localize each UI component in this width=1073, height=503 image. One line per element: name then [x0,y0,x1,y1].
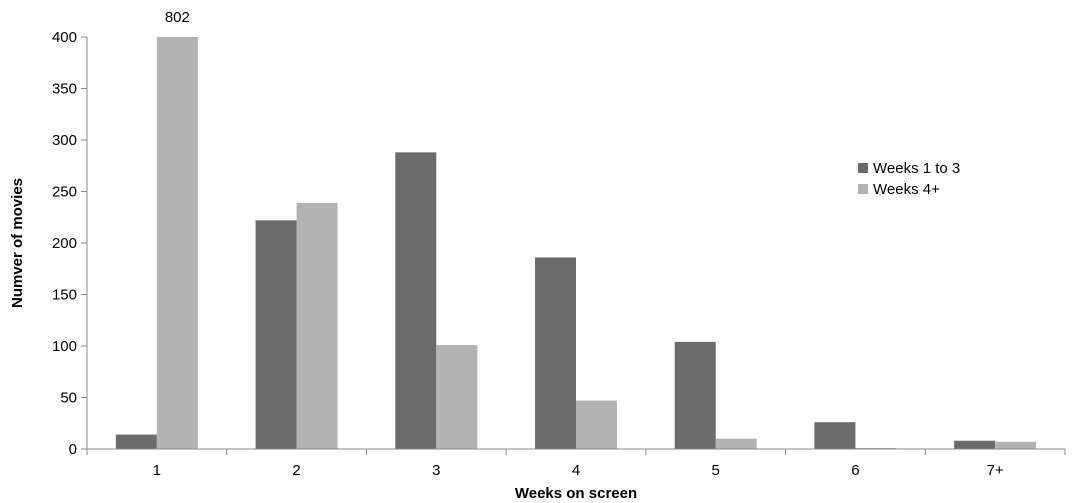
x-axis-title: Weeks on screen [515,485,637,502]
x-tick-label: 6 [851,462,859,479]
x-tick-label: 1 [153,462,161,479]
bars-group [115,37,1037,450]
legend-swatch-weeks-1-to-3 [858,163,868,173]
x-tick-label: 4 [572,462,580,479]
y-tick-label: 0 [69,441,77,458]
bar-weeks-1-to-3-5 [674,341,716,449]
bar-weeks-4-5 [715,438,757,449]
y-tick-label: 300 [52,132,77,149]
bar-weeks-1-to-3-3 [395,152,437,450]
x-tick-label: 2 [292,462,300,479]
bar-weeks-4-6 [855,447,897,449]
legend-swatch-weeks-4 [858,184,868,194]
legend: Weeks 1 to 3 Weeks 4+ [858,160,960,198]
x-tick-label: 5 [712,462,720,479]
legend-label-weeks-4: Weeks 4+ [873,181,940,198]
y-tick-label: 150 [52,287,77,304]
bar-weeks-1-to-3-6 [814,422,856,449]
bar-weeks-1-to-3-1 [115,434,157,449]
bar-weeks-4-4 [576,400,617,449]
legend-label-weeks-1-to-3: Weeks 1 to 3 [873,160,960,177]
y-tick-label: 100 [52,338,77,355]
y-axis-title: Numver of movies [9,178,26,308]
bar-weeks-4-3 [436,344,478,449]
data-labels-group: 802 [165,9,190,26]
bar-weeks-1-to-3-7 [954,440,996,449]
y-tick-label: 400 [52,29,77,46]
y-tick-label: 250 [52,184,77,201]
y-ticks-group: 0 50 100 150 200 250 300 350 400 [52,29,87,458]
y-tick-label: 200 [52,235,77,252]
x-tick-label: 3 [432,462,440,479]
x-tick-label: 7+ [987,462,1004,479]
bar-weeks-1-to-3-4 [535,257,576,449]
y-tick-label: 350 [52,81,77,98]
y-tick-label: 50 [60,390,77,407]
bar-value-label: 802 [165,9,190,26]
x-ticks-group: 1 2 3 4 5 6 7+ [86,449,1066,479]
bar-weeks-4-7 [995,441,1037,449]
bar-weeks-1-to-3-2 [255,220,297,449]
bar-weeks-4-2 [296,202,338,449]
bar-weeks-4-1 [156,37,198,449]
